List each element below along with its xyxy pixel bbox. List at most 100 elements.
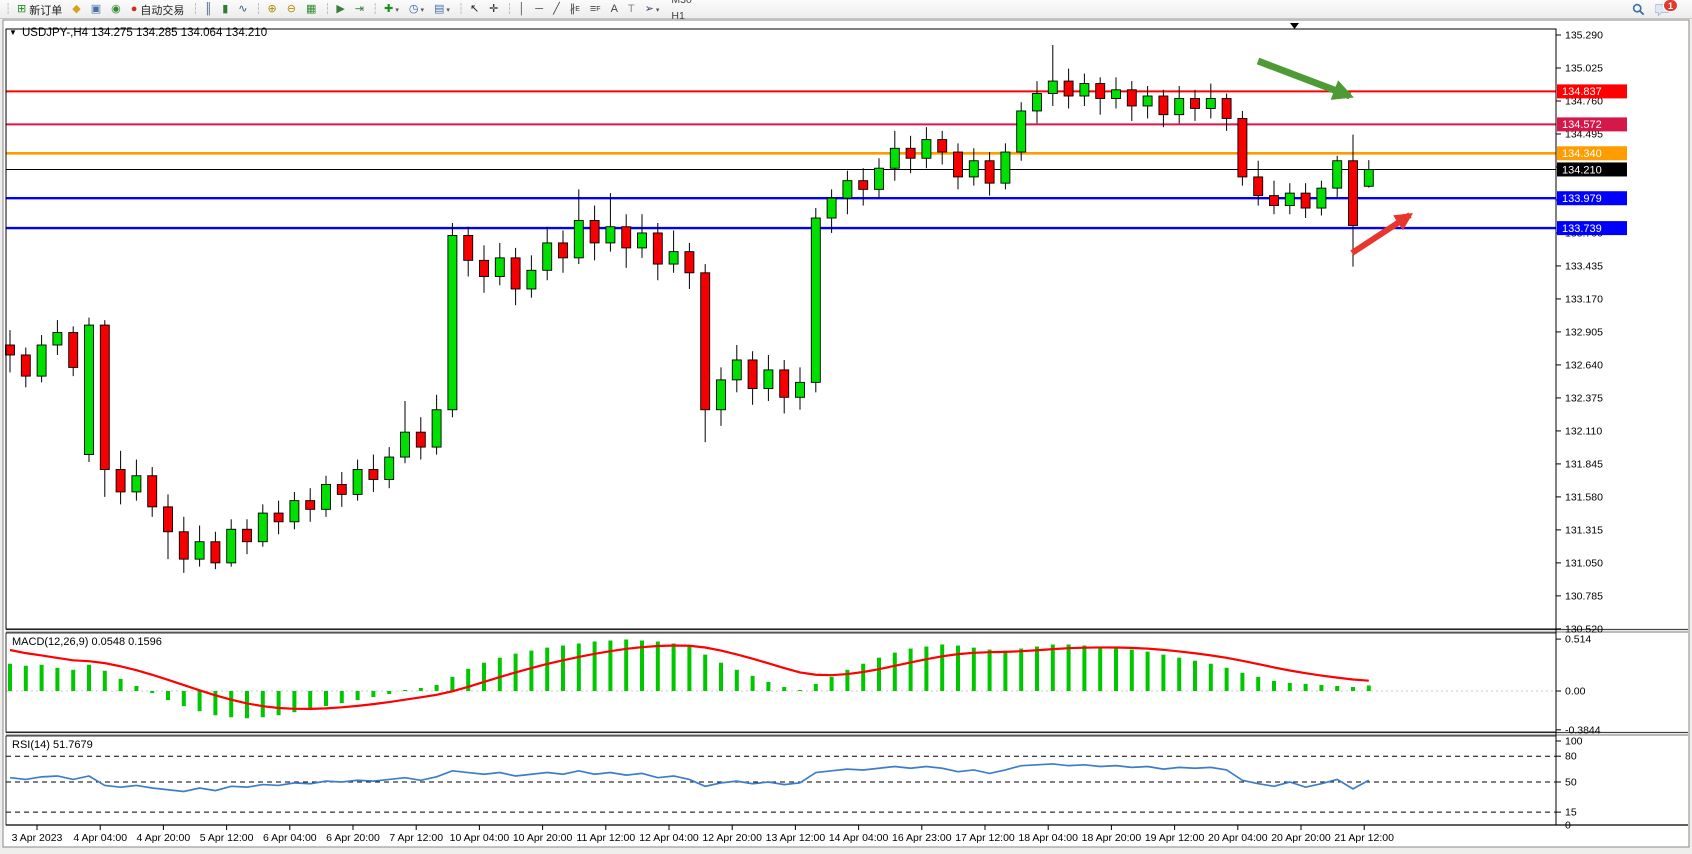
svg-text:80: 80 bbox=[1565, 751, 1577, 763]
green-down-arrow[interactable] bbox=[1256, 57, 1354, 100]
timeframe-m30[interactable]: M30 bbox=[665, 0, 697, 8]
svg-text:130.785: 130.785 bbox=[1565, 590, 1603, 602]
svg-text:4 Apr 04:00: 4 Apr 04:00 bbox=[73, 832, 127, 844]
svg-text:16 Apr 23:00: 16 Apr 23:00 bbox=[892, 832, 952, 844]
tile-windows-button[interactable]: ▦ bbox=[302, 1, 320, 18]
svg-text:10 Apr 04:00: 10 Apr 04:00 bbox=[450, 832, 510, 844]
svg-text:18 Apr 20:00: 18 Apr 20:00 bbox=[1082, 832, 1142, 844]
price-badge: 133.979 bbox=[1557, 191, 1627, 206]
svg-text:50: 50 bbox=[1565, 777, 1577, 789]
svg-text:20 Apr 04:00: 20 Apr 04:00 bbox=[1208, 832, 1268, 844]
chart-line-button[interactable]: ∿ bbox=[234, 1, 251, 18]
svg-text:0.514: 0.514 bbox=[1565, 634, 1591, 646]
vertical-line-button[interactable]: │ bbox=[514, 1, 529, 18]
svg-text:134.572: 134.572 bbox=[1562, 119, 1602, 131]
zoom-out-button[interactable]: ⊖ bbox=[283, 1, 300, 18]
signal-icon: ◉ bbox=[111, 3, 121, 15]
svg-text:4 Apr 20:00: 4 Apr 20:00 bbox=[137, 832, 191, 844]
crosshair-button[interactable]: ✛ bbox=[485, 1, 502, 18]
indicators-icon: ✚ bbox=[384, 3, 394, 15]
periods-button[interactable]: ◷ ▾ bbox=[405, 1, 428, 18]
auto-trading-button-label: 自动交易 bbox=[140, 4, 185, 17]
gold-icon: ◆ bbox=[72, 3, 81, 15]
price-badge: 134.572 bbox=[1557, 117, 1627, 132]
svg-text:134.760: 134.760 bbox=[1565, 95, 1603, 107]
rsi-pane: RSI(14) 51.76791008050150 bbox=[6, 736, 1583, 832]
svg-text:3 Apr 2023: 3 Apr 2023 bbox=[12, 832, 63, 844]
chart-canvas[interactable]: 135.290135.025134.760134.495134.230133.9… bbox=[0, 19, 1692, 849]
svg-text:12 Apr 20:00: 12 Apr 20:00 bbox=[702, 832, 762, 844]
horizontal-line-button[interactable]: ─ bbox=[531, 1, 547, 18]
market-watch-button[interactable]: ▣ bbox=[87, 1, 105, 18]
fibonacci-icon-sub: F bbox=[596, 6, 601, 13]
arrows-tool-button[interactable]: ➢ ▾ bbox=[641, 1, 664, 18]
chevron-down-icon: ▾ bbox=[420, 6, 424, 14]
channel-button[interactable]: ∦ E bbox=[566, 1, 584, 18]
auto-trading-button[interactable]: ● 自动交易 bbox=[127, 1, 189, 18]
timeframe-h1[interactable]: H1 bbox=[671, 9, 685, 22]
trendline-button[interactable]: ╱ bbox=[549, 1, 564, 18]
svg-text:0.00: 0.00 bbox=[1565, 686, 1586, 698]
svg-text:18 Apr 04:00: 18 Apr 04:00 bbox=[1018, 832, 1078, 844]
chat-button[interactable]: 1 bbox=[1651, 0, 1689, 18]
channel-icon-sub: E bbox=[575, 6, 580, 13]
svg-text:132.905: 132.905 bbox=[1565, 326, 1603, 338]
rsi-label: RSI(14) 51.7679 bbox=[12, 739, 93, 751]
red-up-arrow[interactable] bbox=[1350, 212, 1414, 256]
svg-text:133.435: 133.435 bbox=[1565, 260, 1603, 272]
svg-text:14 Apr 04:00: 14 Apr 04:00 bbox=[829, 832, 889, 844]
search-icon bbox=[1632, 3, 1645, 16]
svg-text:▼: ▼ bbox=[9, 28, 17, 37]
toolbar-group-handle: ┆ bbox=[324, 4, 330, 15]
svg-text:131.050: 131.050 bbox=[1565, 557, 1603, 569]
macd-label: MACD(12,26,9) 0.0548 0.1596 bbox=[12, 636, 162, 648]
svg-text:6 Apr 20:00: 6 Apr 20:00 bbox=[326, 832, 380, 844]
svg-text:100: 100 bbox=[1565, 736, 1583, 748]
chart-shift-marker[interactable] bbox=[1290, 23, 1299, 29]
chart-candles-button[interactable]: ▮ bbox=[218, 1, 232, 18]
line-chart-icon: ∿ bbox=[238, 3, 248, 15]
chart-shift-button[interactable]: ⇥ bbox=[351, 1, 368, 18]
svg-text:131.845: 131.845 bbox=[1565, 458, 1603, 470]
signals-button[interactable]: ◉ bbox=[107, 1, 125, 18]
mql-editor-button[interactable]: ◆ bbox=[68, 1, 84, 18]
svg-text:19 Apr 12:00: 19 Apr 12:00 bbox=[1145, 832, 1205, 844]
price-axis[interactable]: 135.290135.025134.760134.495134.230133.9… bbox=[1555, 29, 1627, 825]
svg-text:132.640: 132.640 bbox=[1565, 359, 1603, 371]
horizontal-line-icon: ─ bbox=[535, 3, 544, 15]
svg-text:132.375: 132.375 bbox=[1565, 392, 1603, 404]
toolbar-group-handle: ┆ bbox=[372, 4, 378, 15]
fibonacci-button[interactable]: ≡ F bbox=[586, 1, 605, 18]
svg-text:135.025: 135.025 bbox=[1565, 62, 1603, 74]
text-button[interactable]: A bbox=[607, 1, 622, 18]
macd-signal-line bbox=[9, 644, 1369, 711]
window-icon: ▣ bbox=[90, 3, 102, 15]
search-button[interactable] bbox=[1628, 1, 1649, 18]
chevron-down-icon: ▾ bbox=[655, 6, 660, 14]
chart-shift-icon: ⇥ bbox=[354, 3, 365, 15]
svg-text:11 Apr 12:00: 11 Apr 12:00 bbox=[576, 832, 635, 844]
clock-icon: ◷ bbox=[408, 3, 419, 15]
indicators-button[interactable]: ✚ ▾ bbox=[380, 1, 403, 18]
horizontal-level-lines[interactable] bbox=[6, 90, 1556, 230]
svg-text:15: 15 bbox=[1565, 807, 1577, 819]
autotrade-icon: ● bbox=[130, 3, 138, 15]
crosshair-icon: ✛ bbox=[489, 3, 499, 15]
main-toolbar: ┆ ⊞ 新订单 ◆ ▣ ◉ ● 自动交易 ┆ ║ ▮ ∿ ┆ ⊕ ⊖ ▦ ┆ ▶ ⇥ ┆ ✚ ▾ ◷ ▾ ▤ ▾ ┆ ↖ ✛ ┆ │ ─ ╱ ∦ E… bbox=[0, 0, 1692, 86]
svg-text:130.520: 130.520 bbox=[1565, 623, 1603, 635]
price-badge: 134.837 bbox=[1557, 84, 1627, 99]
svg-text:5 Apr 12:00: 5 Apr 12:00 bbox=[200, 832, 254, 844]
svg-text:13 Apr 12:00: 13 Apr 12:00 bbox=[766, 832, 826, 844]
zoom-in-button[interactable]: ⊕ bbox=[264, 1, 281, 18]
label-button[interactable]: T bbox=[624, 1, 639, 18]
channel-icon: ∦ bbox=[569, 3, 576, 15]
auto-scroll-button[interactable]: ▶ bbox=[332, 1, 348, 18]
fibonacci-icon: ≡ bbox=[589, 3, 597, 15]
new-order-button[interactable]: ⊞ 新订单 bbox=[13, 1, 66, 18]
bar-chart-icon: ║ bbox=[204, 3, 213, 15]
candlestick-icon: ▮ bbox=[222, 3, 229, 15]
templates-button[interactable]: ▤ ▾ bbox=[430, 1, 454, 18]
cursor-button[interactable]: ↖ bbox=[466, 1, 483, 18]
new-order-button-label: 新订单 bbox=[29, 4, 63, 17]
chart-bars-button[interactable]: ║ bbox=[200, 1, 216, 18]
